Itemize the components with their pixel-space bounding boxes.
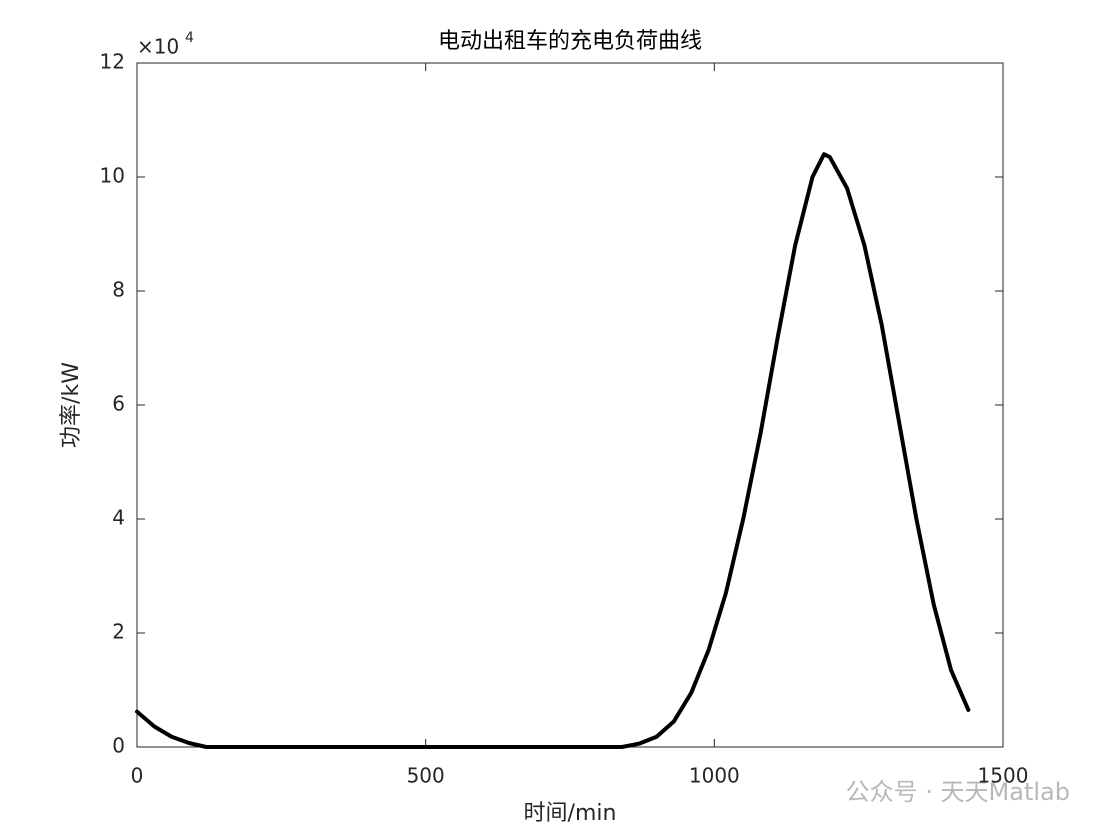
y-tick-label: 0 xyxy=(112,734,125,758)
y-tick-label: 8 xyxy=(112,278,125,302)
y-tick-label: 12 xyxy=(100,50,125,74)
plot-frame xyxy=(136,62,1004,748)
x-tick-label: 1500 xyxy=(978,764,1029,788)
watermark: 公众号 · 天天Matlab xyxy=(846,778,1070,806)
line-series xyxy=(135,152,971,749)
x-tick-label: 500 xyxy=(407,764,445,788)
y-tick-label: 4 xyxy=(112,506,125,530)
x-tick-label: 0 xyxy=(131,764,144,788)
chart-title: 电动出租车的充电负荷曲线 xyxy=(438,29,702,54)
y-scale-exponent: 4 xyxy=(185,30,194,46)
y-tick-label: 10 xyxy=(100,164,125,188)
y-tick-label: 6 xyxy=(112,392,125,416)
x-tick-label: 1000 xyxy=(689,764,740,788)
x-axis-label: 时间/min xyxy=(524,801,617,826)
y-axis-label: 功率/kW xyxy=(59,362,84,448)
y-scale-label: ×10 xyxy=(137,35,179,59)
y-tick-label: 2 xyxy=(112,620,125,644)
